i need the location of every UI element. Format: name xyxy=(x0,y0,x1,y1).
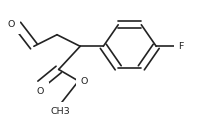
Text: O: O xyxy=(7,20,15,29)
Text: O: O xyxy=(81,77,88,86)
Text: O: O xyxy=(37,87,44,96)
Text: F: F xyxy=(179,42,184,51)
Text: CH3: CH3 xyxy=(50,107,70,116)
